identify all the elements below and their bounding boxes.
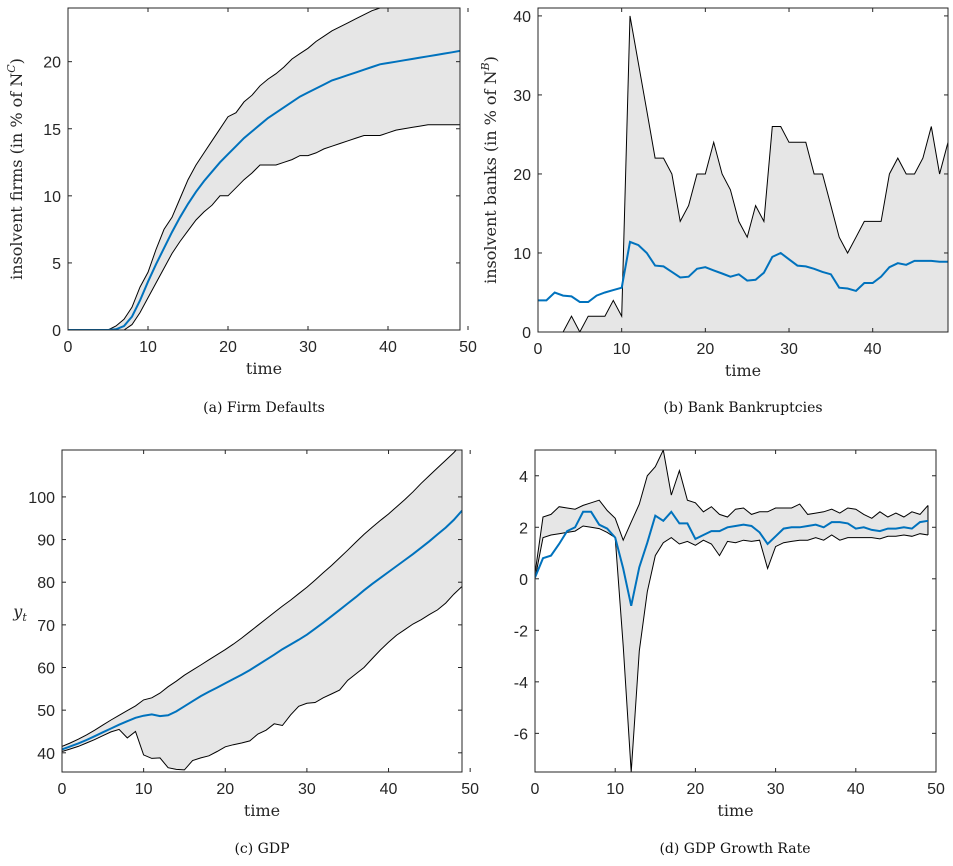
y-tick-label: 0 <box>52 323 61 340</box>
lower-bound-line <box>62 586 462 771</box>
y-axis-label: insolvent firms (in % of NC) <box>5 58 26 280</box>
x-tick-label: 50 <box>927 781 945 798</box>
plot-area <box>68 8 460 330</box>
y-tick-label: 80 <box>37 575 55 592</box>
x-tick-label: 0 <box>531 781 540 798</box>
x-axis-label: time <box>246 359 282 378</box>
y-tick-label: 0 <box>519 572 528 589</box>
upper-bound-line <box>535 450 929 574</box>
y-tick-label: 20 <box>513 167 531 184</box>
y-tick-label: 0 <box>522 325 531 342</box>
x-axis-label: time <box>244 801 280 820</box>
panel-caption: (a) Firm Defaults <box>203 400 325 416</box>
y-tick-label: 50 <box>37 703 55 720</box>
y-tick-label: -6 <box>514 726 528 743</box>
axes-box <box>61 449 463 773</box>
axes-box <box>537 7 949 333</box>
panel-gdp-growth-rate: 0 10 20 30 40 50 -6 -4 -2 0 2 4 time (d) GDP Growth R… <box>514 449 945 857</box>
x-tick-label: 10 <box>135 781 153 798</box>
panel-bank-bankruptcies: 0 10 20 30 40 0 10 20 30 40 time insolvent banks (i… <box>479 7 949 416</box>
y-tick-label: 100 <box>28 490 55 507</box>
plot-area <box>62 450 462 771</box>
y-tick-label: 20 <box>43 55 61 72</box>
y-tick-label: 40 <box>513 9 531 26</box>
x-tick-label: 10 <box>139 339 157 356</box>
x-tick-label: 20 <box>687 781 705 798</box>
x-tick-label: 50 <box>459 339 477 356</box>
confidence-band <box>538 15 948 332</box>
x-axis-label: time <box>717 801 753 820</box>
x-tick-label: 40 <box>380 781 398 798</box>
x-tick-label: 20 <box>216 781 234 798</box>
y-tick-label: 30 <box>513 88 531 105</box>
panel-caption: (c) GDP <box>234 841 289 857</box>
upper-bound-line <box>62 450 457 747</box>
panel-caption: (d) GDP Growth Rate <box>659 841 810 857</box>
y-tick-label: 40 <box>37 746 55 763</box>
y-tick-label: 10 <box>513 246 531 263</box>
x-tick-label: 20 <box>696 341 714 358</box>
upper-bound-line <box>538 15 948 332</box>
y-tick-label: 70 <box>37 618 55 635</box>
x-tick-label: 10 <box>613 341 631 358</box>
y-axis-label: insolvent banks (in % of NB) <box>479 56 500 284</box>
x-tick-label: 10 <box>606 781 624 798</box>
y-tick-label: 10 <box>43 189 61 206</box>
panel-caption: (b) Bank Bankruptcies <box>663 400 822 416</box>
mean-line <box>62 509 462 751</box>
y-tick-label: 4 <box>519 469 528 486</box>
y-tick-label: 5 <box>52 256 61 273</box>
y-tick-label: 90 <box>37 533 55 550</box>
confidence-band <box>535 450 928 772</box>
axes-box <box>534 449 937 773</box>
panel-gdp: 0 10 20 30 40 50 40 50 60 70 80 90 100 time yt (c) GDP <box>12 449 479 857</box>
mean-line <box>538 240 948 303</box>
x-tick-label: 30 <box>298 781 316 798</box>
x-tick-label: 0 <box>534 341 543 358</box>
mean-line <box>68 49 460 330</box>
confidence-band <box>68 8 460 330</box>
x-tick-label: 40 <box>379 339 397 356</box>
y-tick-label: 2 <box>519 520 528 537</box>
upper-bound-line <box>68 8 460 330</box>
x-tick-label: 0 <box>58 781 67 798</box>
mean-line <box>535 510 929 607</box>
y-axis-label: yt <box>12 602 27 624</box>
x-tick-label: 0 <box>64 339 73 356</box>
y-tick-label: -2 <box>514 623 528 640</box>
x-tick-label: 50 <box>461 781 479 798</box>
x-tick-label: 30 <box>767 781 785 798</box>
lower-bound-line <box>535 525 929 772</box>
confidence-band <box>62 450 462 770</box>
y-tick-label: 15 <box>43 122 61 139</box>
x-tick-label: 30 <box>780 341 798 358</box>
plot-area <box>535 450 929 772</box>
y-tick-label: 60 <box>37 661 55 678</box>
x-tick-label: 40 <box>847 781 865 798</box>
lower-bound-line <box>68 124 460 330</box>
x-tick-label: 30 <box>299 339 317 356</box>
plot-area <box>538 15 948 332</box>
x-axis-label: time <box>725 361 761 380</box>
panel-firm-defaults: 0 10 20 30 40 50 0 5 10 15 20 time insolvent firms (… <box>5 7 477 416</box>
x-tick-label: 40 <box>864 341 882 358</box>
y-tick-label: -4 <box>514 675 528 692</box>
axes-box <box>67 7 461 331</box>
x-tick-label: 20 <box>219 339 237 356</box>
